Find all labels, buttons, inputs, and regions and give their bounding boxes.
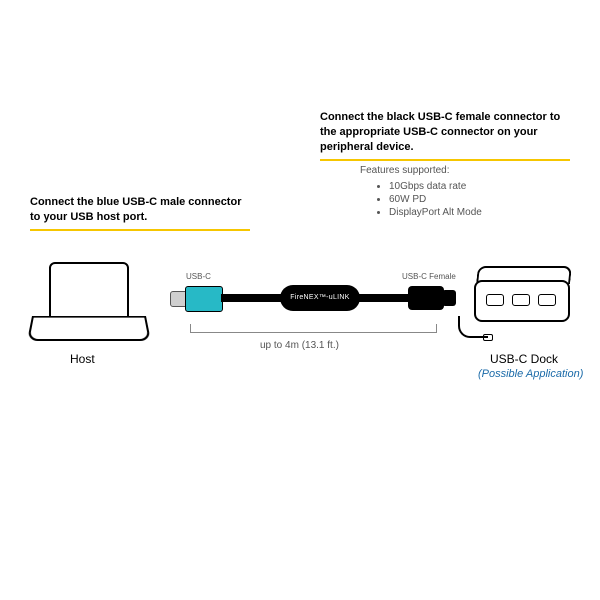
feature-item: 60W PD xyxy=(389,193,482,206)
peripheral-instruction: Connect the black USB-C female connector… xyxy=(320,110,570,161)
features-title: Features supported: xyxy=(360,165,450,176)
cable-module-icon: FireNEX™-uLINK xyxy=(280,285,360,311)
dock-sublabel: (Possible Application) xyxy=(478,368,583,380)
male-connector-icon xyxy=(185,286,223,312)
female-connector-cap-icon xyxy=(442,290,456,306)
host-label: Host xyxy=(70,352,95,366)
dock-icon xyxy=(474,266,570,324)
diagram-stage: Connect the blue USB-C male connector to… xyxy=(0,0,600,600)
cable-segment xyxy=(358,294,410,302)
laptop-icon xyxy=(32,262,142,342)
features-list: 10Gbps data rate 60W PD DisplayPort Alt … xyxy=(375,180,482,219)
female-connector-label: USB-C Female xyxy=(402,272,456,281)
dock-label: USB-C Dock xyxy=(490,352,558,366)
female-connector-icon xyxy=(408,286,444,310)
feature-item: 10Gbps data rate xyxy=(389,180,482,193)
dimension-tick xyxy=(436,324,437,333)
feature-item: DisplayPort Alt Mode xyxy=(389,206,482,219)
cable-segment xyxy=(221,294,281,302)
male-connector-label: USB-C xyxy=(186,272,211,281)
dimension-line xyxy=(190,332,436,333)
host-instruction: Connect the blue USB-C male connector to… xyxy=(30,195,250,231)
cable-length-label: up to 4m (13.1 ft.) xyxy=(260,340,339,351)
